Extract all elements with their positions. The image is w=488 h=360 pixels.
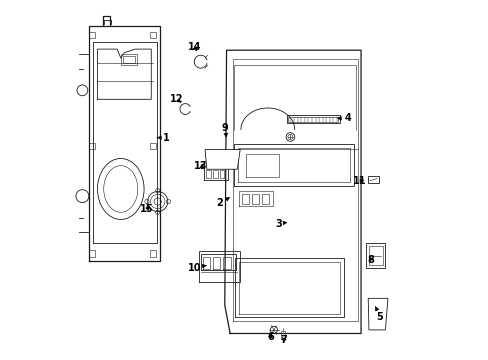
Bar — [89, 32, 95, 38]
Bar — [367, 176, 378, 183]
Text: 15: 15 — [140, 204, 153, 215]
Polygon shape — [367, 298, 387, 330]
Text: 4: 4 — [337, 113, 351, 123]
Text: 10: 10 — [187, 263, 206, 273]
Bar — [262, 194, 269, 204]
Bar — [122, 56, 135, 63]
Text: 9: 9 — [221, 123, 228, 137]
Text: 14: 14 — [187, 42, 201, 51]
Bar — [121, 54, 137, 65]
Text: 11: 11 — [352, 176, 365, 186]
Bar — [149, 32, 156, 38]
Bar — [219, 170, 224, 178]
Text: 5: 5 — [375, 307, 383, 322]
Bar — [206, 170, 210, 178]
Bar — [370, 313, 382, 323]
Text: 8: 8 — [366, 255, 373, 265]
Bar — [251, 194, 259, 204]
Bar — [287, 117, 338, 122]
Bar — [366, 243, 384, 268]
Text: 7: 7 — [280, 334, 287, 345]
Text: 12: 12 — [170, 94, 183, 104]
Text: 13: 13 — [194, 161, 207, 171]
Bar — [149, 250, 156, 257]
Text: 1: 1 — [157, 133, 169, 143]
Bar — [212, 170, 217, 178]
Polygon shape — [204, 149, 240, 169]
Bar — [242, 194, 249, 204]
Text: 2: 2 — [216, 198, 229, 208]
Bar — [89, 143, 95, 149]
Bar — [149, 143, 156, 149]
Text: 6: 6 — [266, 332, 273, 342]
Bar — [286, 116, 339, 123]
Bar — [89, 250, 95, 257]
Text: 3: 3 — [275, 219, 286, 229]
Bar — [368, 246, 382, 265]
